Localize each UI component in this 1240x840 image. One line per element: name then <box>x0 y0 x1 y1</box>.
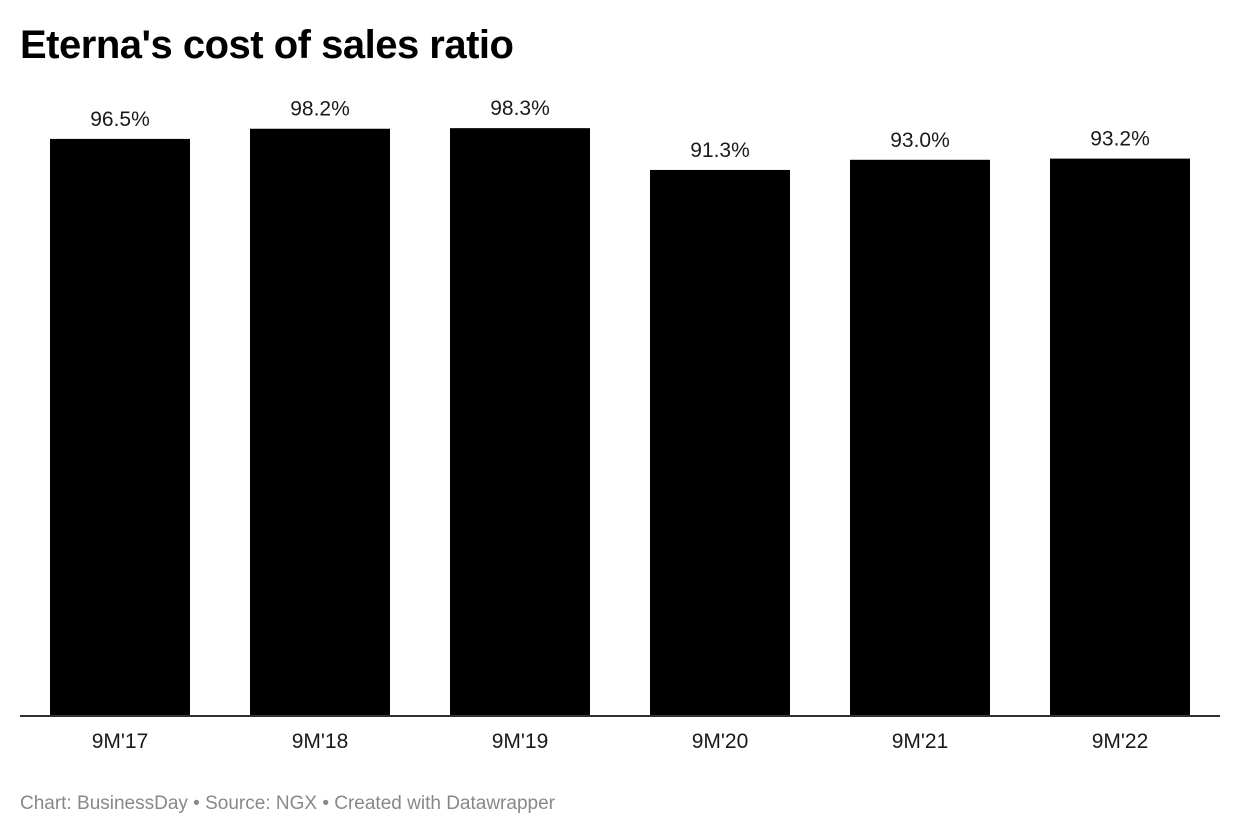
x-tick-label-4: 9M'21 <box>892 730 949 753</box>
value-label-4: 93.0% <box>890 129 950 152</box>
chart-title: Eterna's cost of sales ratio <box>20 23 514 67</box>
bar-2 <box>450 128 590 716</box>
x-tick-label-5: 9M'22 <box>1092 730 1149 753</box>
x-tick-label-3: 9M'20 <box>692 730 749 753</box>
bar-1 <box>250 128 390 716</box>
value-label-5: 93.2% <box>1090 128 1150 151</box>
bar-4 <box>850 159 990 716</box>
x-tick-label-1: 9M'18 <box>292 730 349 753</box>
chart-footer: Chart: BusinessDay • Source: NGX • Creat… <box>20 793 555 814</box>
value-label-0: 96.5% <box>90 108 150 131</box>
value-label-2: 98.3% <box>490 97 550 120</box>
x-tick-label-2: 9M'19 <box>492 730 549 753</box>
value-label-1: 98.2% <box>290 98 350 121</box>
bar-0 <box>50 138 190 715</box>
bar-5 <box>1050 158 1190 715</box>
value-label-3: 91.3% <box>690 139 750 162</box>
bar-3 <box>650 169 790 716</box>
x-tick-label-0: 9M'17 <box>92 730 149 753</box>
